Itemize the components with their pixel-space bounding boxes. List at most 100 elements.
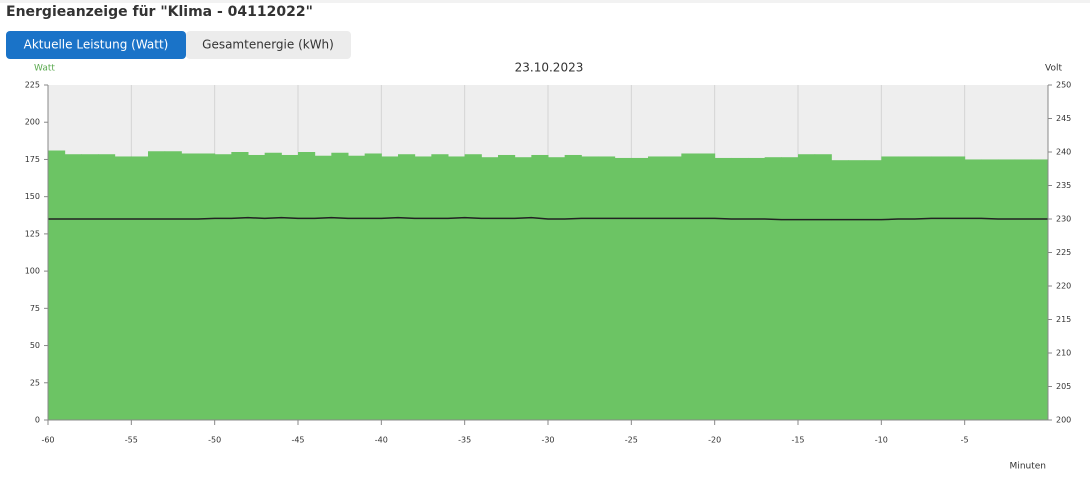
x-tick-label: -10 [875,436,888,445]
x-tick-label: -20 [708,436,721,445]
power-step [598,156,616,420]
x-tick-label: -30 [541,436,554,445]
y-tick-label: 0 [35,416,40,425]
power-step [331,152,349,420]
power-step [964,159,982,420]
power-step [981,159,999,420]
power-step [114,156,132,420]
power-step [348,155,366,420]
y-tick-label: 225 [25,81,40,90]
y2-tick-label: 200 [1056,416,1071,425]
power-step [448,156,466,420]
y2-tick-label: 245 [1056,114,1071,123]
power-step [464,154,482,420]
power-step [731,157,749,420]
y2-tick-label: 235 [1056,181,1071,190]
power-step [998,159,1016,420]
power-step [898,156,916,420]
power-step [81,154,99,420]
y-tick-label: 200 [25,118,40,127]
y-tick-label: 25 [30,378,40,387]
y2-tick-label: 210 [1056,349,1071,358]
power-step [248,154,266,420]
power-step [48,150,66,420]
y-tick-label: 50 [30,341,40,350]
y2-axis-label: Volt [1045,64,1062,74]
y2-tick-label: 230 [1056,215,1071,224]
y2-tick-label: 225 [1056,248,1071,257]
power-step [1014,159,1032,420]
tab[interactable] [186,31,351,59]
power-step [798,154,816,420]
page-title: Energieanzeige für "Klima - 04112022" [6,4,313,20]
power-step [164,151,182,420]
x-tick-label: -60 [41,436,54,445]
y-tick-label: 150 [25,192,40,201]
power-step [931,156,949,420]
y2-tick-label: 240 [1056,148,1071,157]
power-step [64,154,82,420]
power-step [398,154,416,420]
voltage-line [48,216,1048,221]
power-step [648,156,666,420]
power-step [214,154,232,420]
power-step [381,156,399,420]
x-tick-label: -5 [961,436,969,445]
power-step [148,151,166,420]
power-step [581,156,599,420]
power-step [98,154,116,420]
y-axis-label: Watt [34,64,55,74]
power-step [848,160,866,420]
power-step [198,153,216,420]
y-tick-label: 100 [25,267,40,276]
x-axis-label: Minuten [1010,462,1046,472]
x-tick-label: -40 [375,436,388,445]
power-step [481,157,499,420]
chart-title: 23.10.2023 [515,61,584,75]
power-step [748,157,766,420]
x-tick-label: -25 [625,436,638,445]
y2-tick-label: 250 [1056,81,1071,90]
y-tick-label: 125 [25,229,40,238]
power-step [664,156,682,420]
power-step [914,156,932,420]
power-step [514,157,532,420]
x-tick-label: -15 [791,436,804,445]
power-step [614,157,632,420]
power-step [281,154,299,420]
x-tick-label: -35 [458,436,471,445]
y2-tick-label: 205 [1056,382,1071,391]
power-step [1031,159,1049,420]
power-step [881,156,899,420]
power-step [414,156,432,420]
y-tick-label: 175 [25,155,40,164]
y-tick-label: 75 [30,304,40,313]
power-step [814,154,832,420]
x-tick-label: -50 [208,436,221,445]
power-step [781,157,799,420]
power-step [564,154,582,420]
power-step [314,155,332,420]
power-step [698,153,716,420]
power-step [498,154,516,420]
power-step [631,157,649,420]
y2-tick-label: 220 [1056,282,1071,291]
x-tick-label: -55 [125,436,138,445]
power-step [531,154,549,420]
power-step [948,156,966,420]
tab-active[interactable] [6,31,186,59]
tab-label[interactable]: Gesamtenergie (kWh) [202,38,334,52]
power-step [431,154,449,420]
power-step [231,152,249,420]
top-strip [0,0,1090,3]
power-step [131,156,149,420]
y2-tick-label: 215 [1056,315,1071,324]
power-step [548,157,566,420]
tab-label[interactable]: Aktuelle Leistung (Watt) [24,38,169,52]
power-step [298,152,316,420]
power-step [831,160,849,420]
power-step [364,153,382,420]
power-step [264,152,282,420]
